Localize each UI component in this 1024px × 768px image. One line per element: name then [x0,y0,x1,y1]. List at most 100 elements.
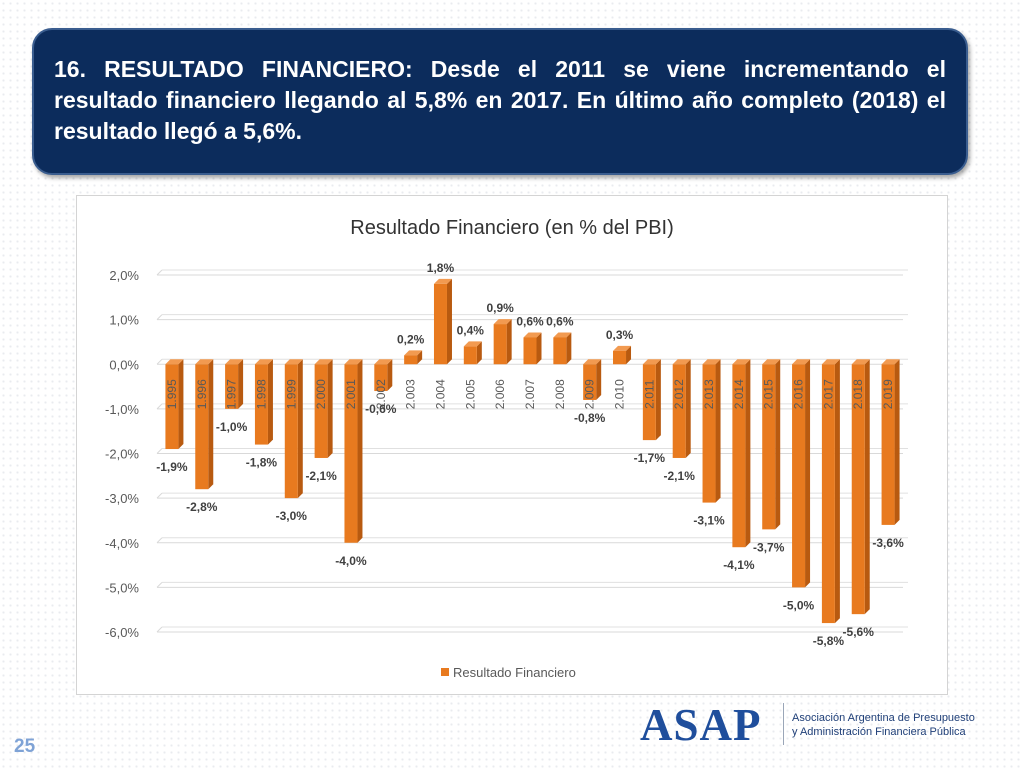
data-label: -1,0% [216,420,248,434]
bar [195,364,209,490]
data-label: -3,6% [872,536,904,550]
bar-top [344,359,363,365]
legend-swatch [441,668,449,676]
bar-top [792,359,811,365]
y-tick-label: 1,0% [109,313,139,328]
gridline-side [156,537,163,544]
bar [404,355,418,365]
bar-side [775,359,781,530]
bar-side [864,359,870,615]
chart-panel: Resultado Financiero (en % del PBI) 2,0% 1… [76,195,948,695]
bar-side [476,341,482,365]
x-tick-label: 2.004 [433,379,447,409]
bar-side [357,359,363,543]
bar [225,364,239,409]
data-label: 0,9% [486,301,514,315]
bar [344,364,358,543]
data-label: -5,6% [843,625,875,639]
bar [583,364,597,400]
data-label: -3,0% [276,509,308,523]
x-tick-label: 2.012 [672,379,686,409]
bar-top [642,359,661,365]
x-tick-label: 2.019 [881,379,895,409]
x-tick-label: 2.002 [374,379,388,409]
x-tick-label: 2.003 [404,379,418,409]
bar-side [506,319,512,365]
bar-top [732,359,751,365]
bar [254,364,268,445]
gridline-side [156,626,163,633]
bar-top [702,359,721,365]
bar [732,364,746,548]
bar-side [208,359,214,490]
bar [433,283,447,365]
bar-side [327,359,333,458]
bar-top [254,359,273,365]
bar-side [238,359,244,409]
bar [523,337,537,365]
y-tick-label: -1,0% [105,402,139,417]
y-tick-label: 0,0% [109,357,139,372]
x-tick-label: 2.015 [762,379,776,409]
bar-top [583,359,602,365]
x-tick-label: 2.009 [583,379,597,409]
data-label: -5,8% [813,634,845,648]
bar [463,346,477,365]
bar [792,364,806,588]
y-tick-label: -6,0% [105,625,139,640]
bar [613,350,627,365]
data-label: -3,1% [693,514,725,528]
data-label: -1,9% [156,460,188,474]
headline-text: 16. RESULTADO FINANCIERO: Desde el 2011 … [54,56,946,144]
x-tick-label: 1.998 [254,379,268,409]
bar [672,364,686,458]
bar-side [626,345,632,365]
x-tick-label: 1.996 [195,379,209,409]
x-tick-label: 1.997 [225,379,239,409]
bar-side [178,359,184,450]
gridline-side [156,582,163,588]
data-label: -4,1% [723,558,755,572]
headline-box: 16. RESULTADO FINANCIERO: Desde el 2011 … [32,28,968,175]
bar-top [225,359,244,365]
data-label: 0,6% [546,314,574,328]
x-tick-label: 2.007 [523,379,537,409]
bar [821,364,835,624]
data-label: 0,4% [457,323,485,337]
x-tick-label: 2.006 [493,379,507,409]
bar-top [821,359,840,365]
bar [553,337,567,365]
bar-side [387,359,393,392]
bar-top [195,359,214,365]
bar [851,364,865,615]
chart-title: Resultado Financiero (en % del PBI) [350,217,674,239]
bar-top [404,350,423,356]
bar-top [851,359,870,365]
bar [881,364,895,525]
data-label: -0,8% [574,411,606,425]
gridline-side [156,358,163,365]
x-tick-label: 2.008 [553,379,567,409]
bar [702,364,716,503]
y-tick-label: 2,0% [109,268,139,283]
y-tick-label: -4,0% [105,536,139,551]
bar [284,364,298,499]
bar-chart: Resultado Financiero (en % del PBI) 2,0% 1… [105,217,908,680]
bar [493,324,507,365]
x-tick-label: 1.999 [284,379,298,409]
x-tick-label: 2.014 [732,379,746,409]
logo-wordmark: ASAP [640,700,762,750]
bar-top [463,341,482,347]
data-label: -3,7% [753,540,785,554]
asap-logo: ASAP Asociación Argentina de Presupuesto… [640,700,980,750]
bar-top [523,332,542,338]
bar-side [715,359,721,503]
bar-side [834,359,840,624]
x-tick-label: 2.010 [613,379,627,409]
bar-top [672,359,691,365]
bar-side [566,332,572,365]
legend-label: Resultado Financiero [453,665,576,680]
x-tick-label: 2.005 [463,379,477,409]
bar [374,364,388,392]
x-tick-label: 2.017 [821,379,835,409]
